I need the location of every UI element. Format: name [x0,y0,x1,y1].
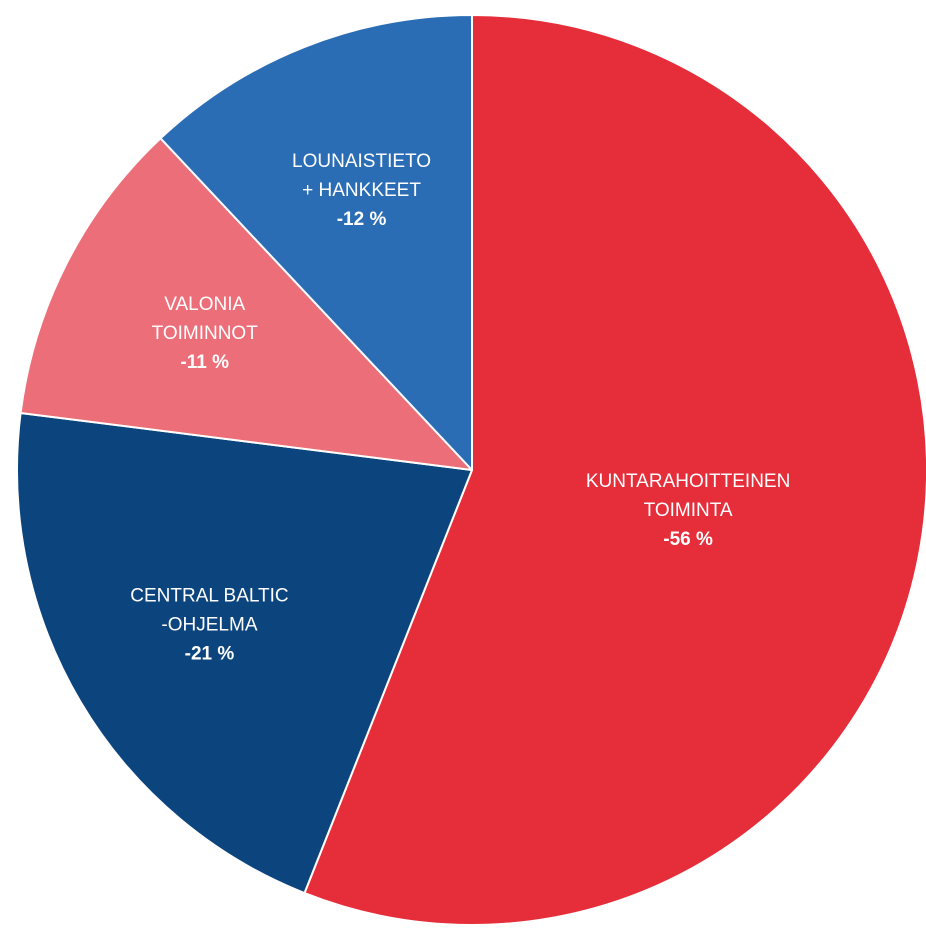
slice-value-label: -12 % [337,209,387,230]
slice-value-label: -56 % [663,529,713,550]
pie-labels: KUNTARAHOITTEINEN TOIMINTA -56 % CENTRAL BA… [130,151,790,664]
slice-label-line: LOUNAISTIETO [292,151,431,172]
slice-label-lounaistieto: LOUNAISTIETO + HANKKEET -12 % [292,151,431,230]
pie-slices [16,14,926,926]
slice-value-label: -11 % [180,352,229,373]
slice-label-line: CENTRAL BALTIC [130,585,288,606]
pie-slice-valonia [19,137,473,471]
pie-slice-kuntarahoitteinen [303,14,926,926]
slice-label-line: VALONIA [164,294,245,315]
slice-label-line: TOIMINNOT [152,323,259,344]
slice-label-central-baltic: CENTRAL BALTIC -OHJELMA -21 % [130,585,288,664]
slice-label-line: + HANKKEET [302,180,421,201]
slice-label-kuntarahoitteinen: KUNTARAHOITTEINEN TOIMINTA -56 % [586,471,790,550]
pie-slice-lounaistieto [159,14,473,471]
slice-value-label: -21 % [185,643,235,664]
slice-label-line: KUNTARAHOITTEINEN [586,471,790,492]
pie-slice-central-baltic [16,411,473,895]
slice-label-valonia: VALONIA TOIMINNOT -11 % [152,294,259,373]
slice-label-line: -OHJELMA [161,614,257,635]
slice-label-line: TOIMINTA [644,500,733,521]
